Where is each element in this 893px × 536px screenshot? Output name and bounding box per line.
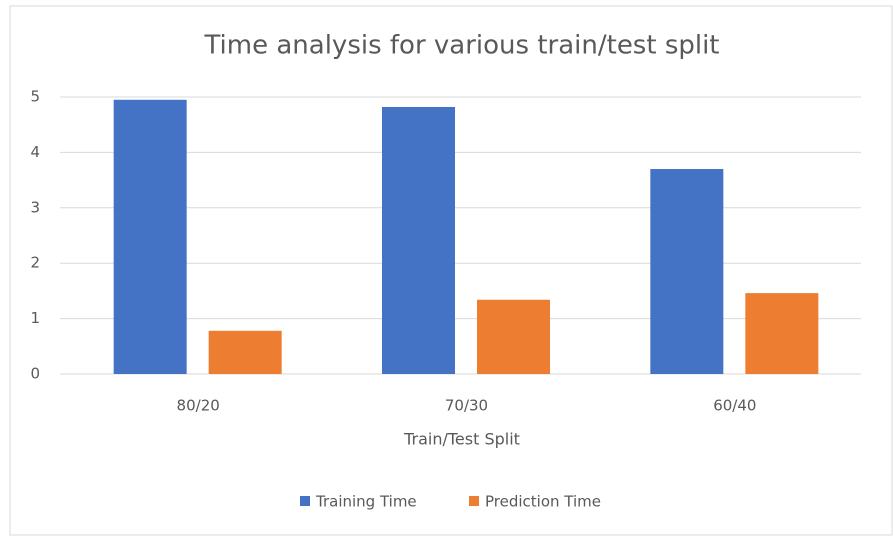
- y-tick-label: 5: [30, 88, 40, 106]
- y-tick-label: 4: [30, 143, 40, 161]
- y-tick-label: 1: [30, 309, 40, 327]
- bar: [477, 299, 550, 374]
- bar: [113, 99, 187, 375]
- y-tick-label: 3: [30, 198, 40, 216]
- x-tick-label: 60/40: [713, 397, 756, 415]
- bar: [745, 293, 819, 374]
- y-tick-label: 2: [30, 254, 40, 272]
- x-axis-label: Train/Test Split: [403, 430, 520, 449]
- bar: [208, 330, 282, 374]
- legend-label: Prediction Time: [485, 493, 601, 511]
- x-tick-label: 80/20: [177, 397, 220, 415]
- legend-label: Training Time: [315, 493, 417, 511]
- bar: [650, 169, 724, 374]
- legend-swatch: [300, 496, 310, 506]
- x-tick-label: 70/30: [445, 397, 488, 415]
- bar: [382, 106, 455, 375]
- chart-title: Time analysis for various train/test spl…: [203, 31, 719, 61]
- legend-swatch: [469, 496, 479, 506]
- y-tick-label: 0: [30, 365, 40, 383]
